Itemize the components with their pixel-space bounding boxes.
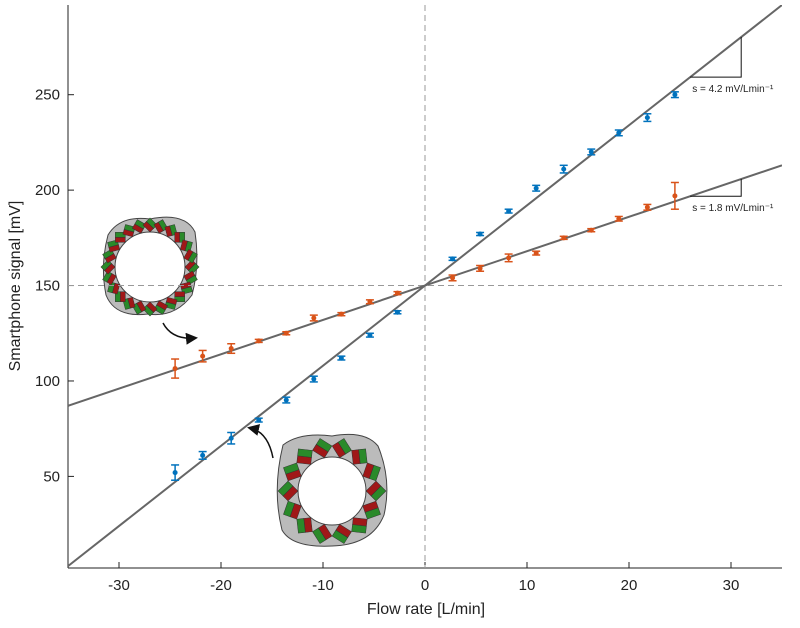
point — [672, 193, 678, 199]
point — [506, 255, 512, 261]
ring-magnet — [364, 507, 381, 520]
point — [616, 216, 622, 222]
point — [228, 346, 234, 352]
y-tick-label: 250 — [35, 87, 60, 104]
point — [311, 315, 317, 321]
point — [588, 227, 594, 233]
point — [561, 166, 567, 172]
point — [533, 185, 539, 191]
ring-magnet — [337, 438, 352, 455]
point — [616, 130, 622, 136]
ring-magnet — [283, 462, 300, 475]
ring-magnet — [297, 448, 313, 458]
point — [228, 435, 234, 441]
ring-magnet — [120, 291, 126, 302]
point — [172, 366, 178, 372]
ring-magnet — [283, 500, 295, 518]
x-tick-label: -20 — [210, 577, 232, 594]
ring-magnet — [370, 485, 387, 502]
ring-magnet — [351, 524, 367, 534]
x-tick-label: 0 — [421, 577, 429, 594]
x-tick-label: 30 — [723, 577, 740, 594]
y-axis-label: Smartphone signal [mV] — [7, 201, 24, 372]
x-tick-label: -30 — [108, 577, 130, 594]
point — [200, 353, 206, 359]
ring-magnet — [174, 291, 185, 297]
point — [283, 397, 289, 403]
ring-magnet — [358, 448, 368, 464]
slope-label: s = 1.8 mV/Lmin⁻¹ — [692, 203, 774, 214]
point — [394, 309, 400, 315]
illustrations — [100, 216, 388, 547]
ring-magnet — [174, 232, 180, 243]
x-tick-label: 10 — [519, 577, 536, 594]
point — [450, 256, 456, 262]
point — [477, 231, 483, 237]
point — [200, 452, 206, 458]
slope-triangle — [690, 37, 742, 78]
ring-magnet — [369, 464, 381, 482]
ring-magnet — [187, 251, 198, 264]
fit-line — [68, 164, 782, 407]
arrow — [162, 322, 198, 345]
ring-magnet — [277, 480, 294, 497]
point — [450, 275, 456, 281]
point — [283, 330, 289, 336]
point — [672, 92, 678, 98]
y-tick-label: 200 — [35, 182, 60, 199]
point — [172, 470, 178, 476]
point — [338, 311, 344, 317]
point — [588, 149, 594, 155]
y-tick-label: 100 — [35, 373, 60, 390]
point — [311, 376, 317, 382]
point — [256, 338, 262, 344]
slope-triangle — [690, 179, 742, 197]
y-tick-label: 150 — [35, 278, 60, 295]
ring-magnet — [115, 237, 126, 243]
y-tick-label: 50 — [43, 468, 60, 485]
ring-magnet — [315, 438, 333, 453]
point — [256, 417, 262, 423]
ring-magnet — [312, 527, 327, 544]
arrow — [247, 424, 274, 459]
x-tick-label: 20 — [621, 577, 638, 594]
point — [533, 250, 539, 256]
x-tick-label: -10 — [312, 577, 334, 594]
point — [561, 235, 567, 241]
ring-magnet — [331, 529, 349, 544]
x-axis-label: Flow rate [L/min] — [367, 601, 485, 618]
point — [506, 208, 512, 214]
ring-magnet — [296, 518, 306, 534]
slope-label: s = 4.2 mV/Lmin⁻¹ — [692, 84, 774, 95]
point — [644, 115, 650, 121]
point — [644, 204, 650, 210]
point — [394, 290, 400, 296]
point — [477, 265, 483, 271]
point — [367, 299, 373, 305]
ring-hole — [297, 456, 367, 526]
point — [367, 332, 373, 338]
point — [338, 355, 344, 361]
